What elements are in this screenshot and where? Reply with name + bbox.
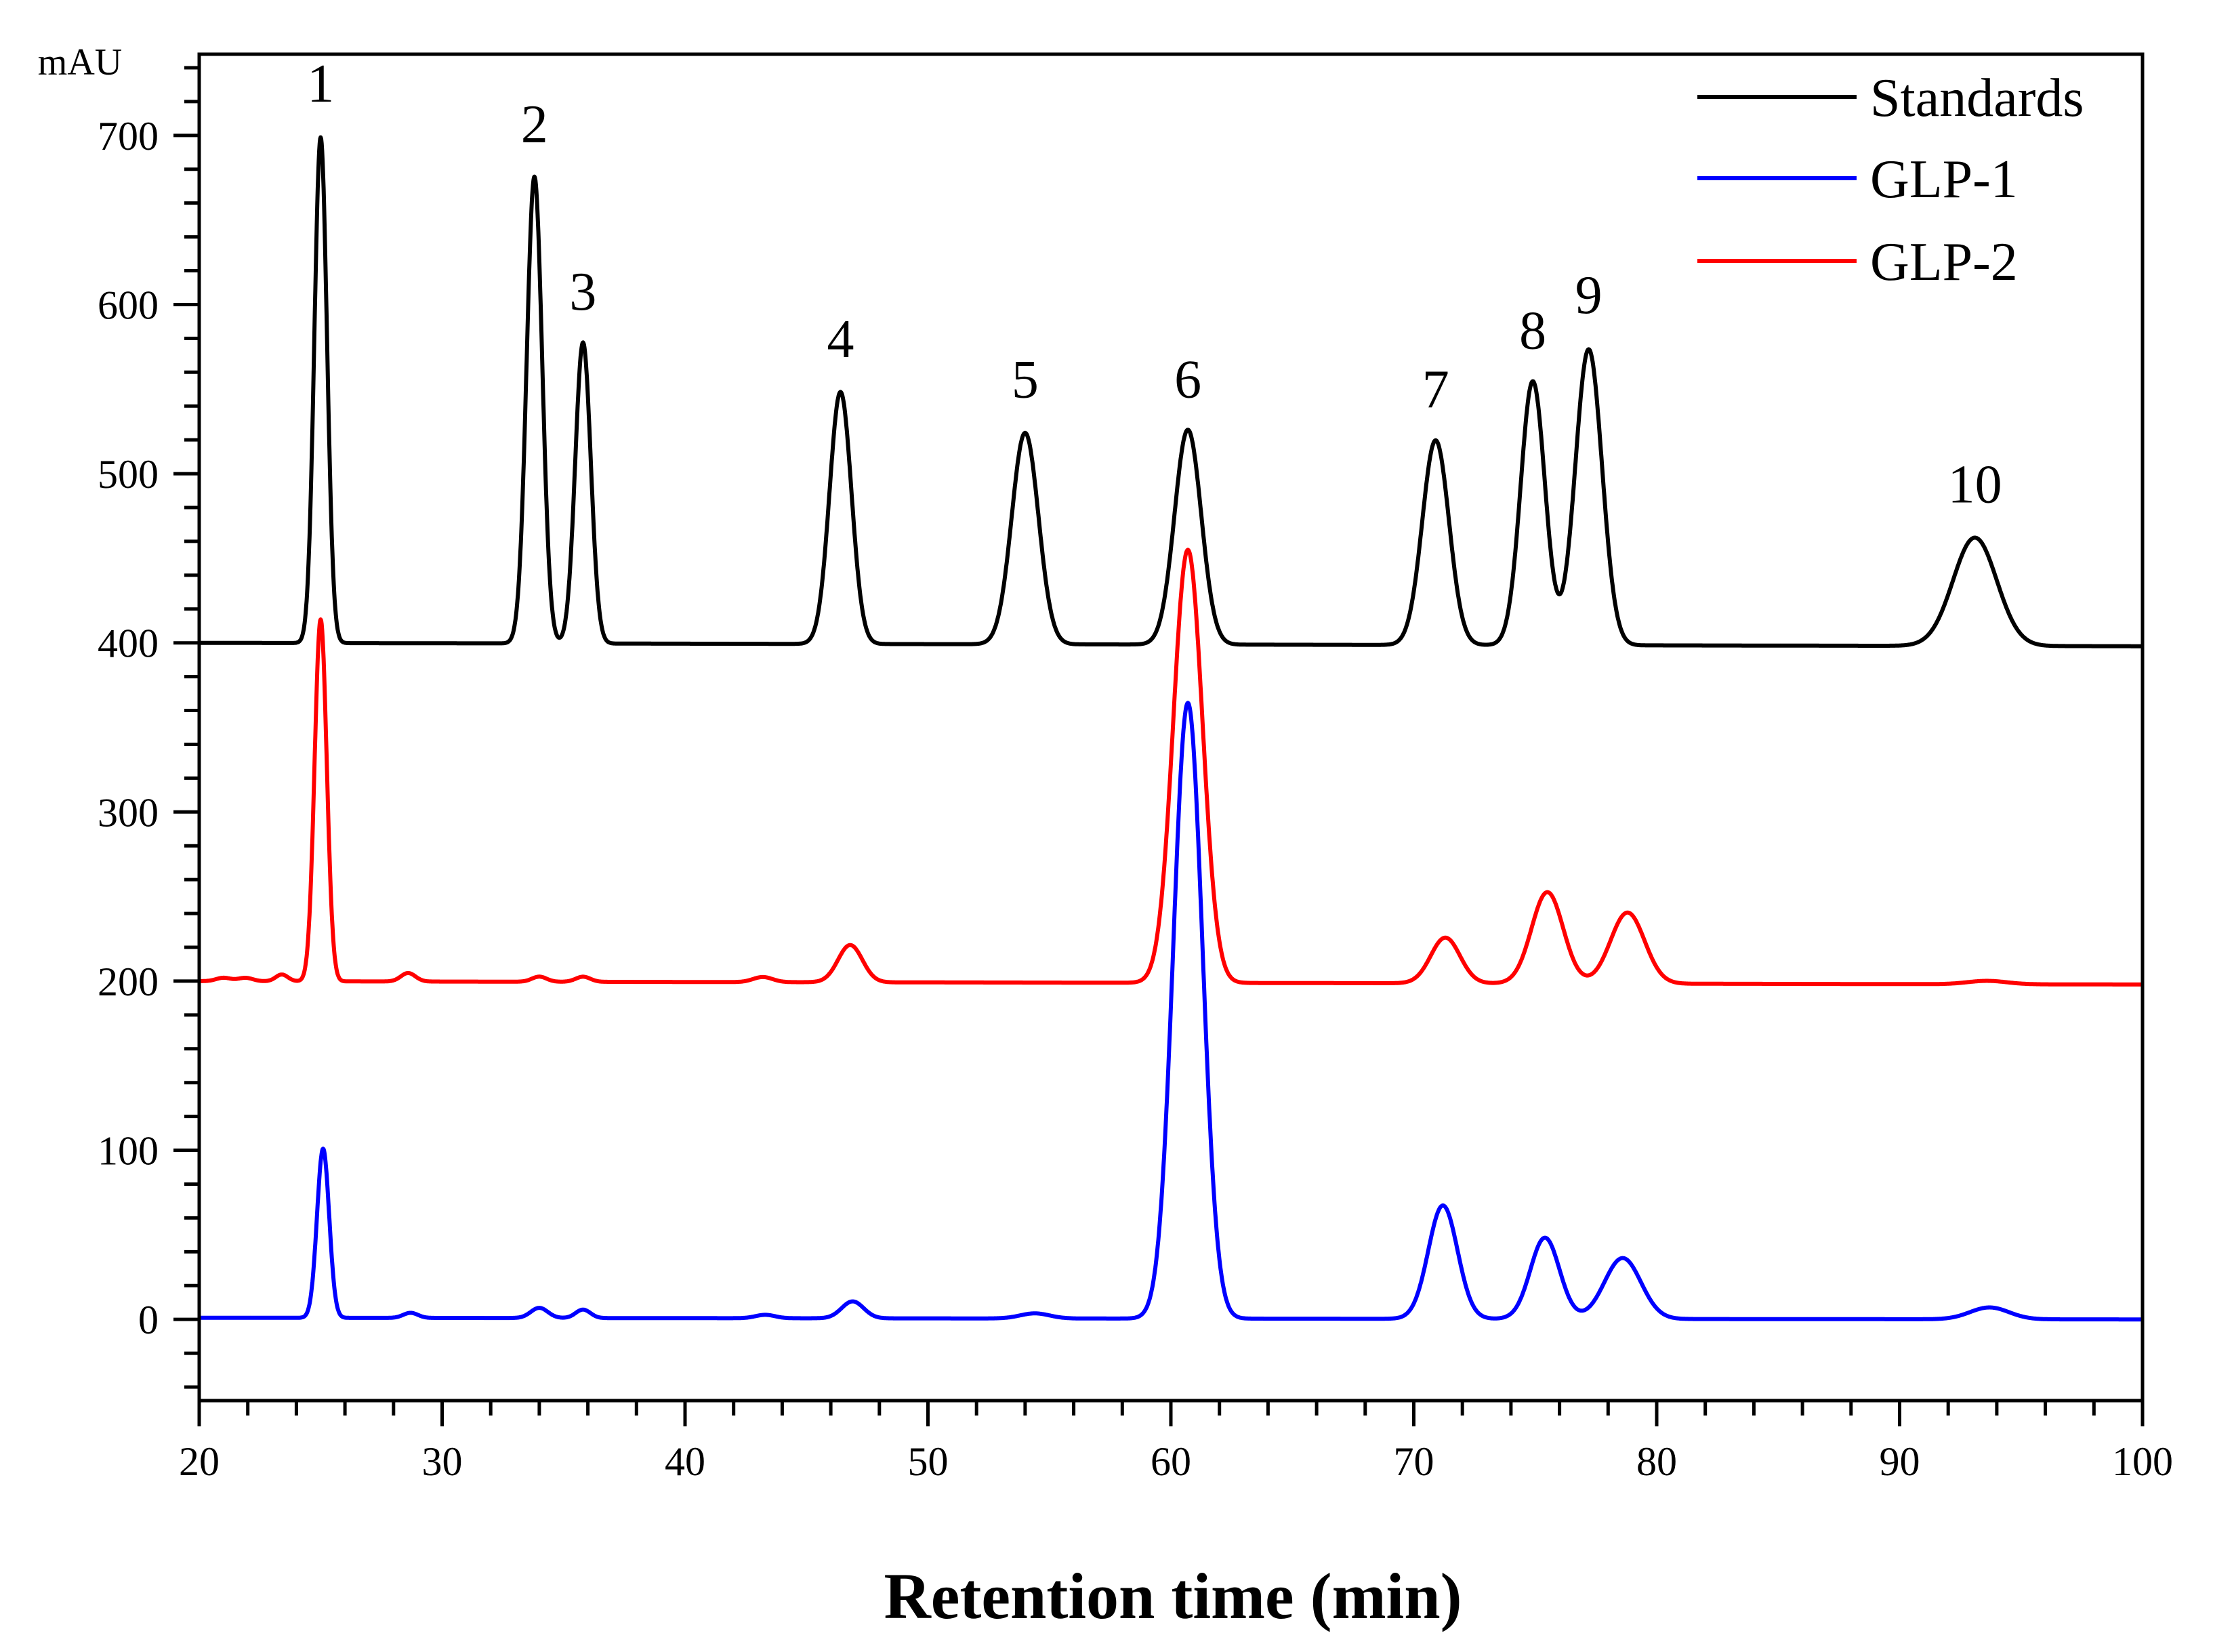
y-tick-label: 500 — [98, 452, 159, 497]
peak-label-9: 9 — [1575, 266, 1602, 325]
y-tick-label: 400 — [98, 621, 159, 666]
peak-annotations: 1 2 3 4 5 6 7 89 10 — [307, 54, 2002, 515]
y-tick-label: 300 — [98, 790, 159, 835]
series-line-glp-1 — [197, 701, 2145, 1322]
x-tick-label: 100 — [2112, 1439, 2173, 1484]
plot-frame — [197, 52, 2145, 1403]
y-tick-label: 100 — [98, 1129, 159, 1174]
y-tick-label: 700 — [98, 114, 159, 159]
x-axis-title: Retention time (min) — [884, 1560, 1462, 1632]
legend-label-glp-2: GLP-2 — [1870, 232, 2018, 292]
series-line-standards — [197, 135, 2145, 648]
y-tick-label: 600 — [98, 283, 159, 327]
legend-label-glp-1: GLP-1 — [1870, 150, 2018, 209]
x-tick-label: 50 — [908, 1439, 949, 1484]
x-tick-label: 70 — [1394, 1439, 1434, 1484]
x-tick-label: 60 — [1151, 1439, 1191, 1484]
peak-label-6: 6 — [1174, 350, 1201, 410]
peak-label-8: 8 — [1519, 301, 1546, 360]
x-axis-ticks: 20 30 40 50 60 70 80 90 100 — [179, 1401, 2173, 1484]
peak-label-7: 7 — [1422, 360, 1449, 420]
series-curves — [197, 135, 2145, 1322]
y-tick-label: 200 — [98, 959, 159, 1004]
x-tick-label: 40 — [665, 1439, 705, 1484]
peak-label-1: 1 — [307, 54, 334, 114]
x-tick-label: 90 — [1880, 1439, 1920, 1484]
x-tick-label: 30 — [422, 1439, 463, 1484]
axes — [197, 52, 2145, 1403]
peak-label-2: 2 — [521, 95, 548, 154]
x-tick-label: 80 — [1636, 1439, 1677, 1484]
y-axis-ticks: 0 100 200 300 400 500 600 700 — [98, 66, 199, 1389]
peak-label-4: 4 — [827, 310, 854, 369]
x-tick-label: 20 — [179, 1439, 220, 1484]
legend-label-standards: Standards — [1870, 68, 2084, 128]
peak-label-10: 10 — [1948, 455, 2002, 515]
series-line-glp-2 — [197, 548, 2145, 987]
y-axis-unit-label: mAU — [38, 41, 122, 83]
y-tick-label: 0 — [138, 1298, 159, 1342]
legend: Standards GLP-1 GLP-2 — [1697, 68, 2084, 292]
peak-label-5: 5 — [1012, 350, 1039, 410]
peak-label-3: 3 — [569, 262, 596, 322]
